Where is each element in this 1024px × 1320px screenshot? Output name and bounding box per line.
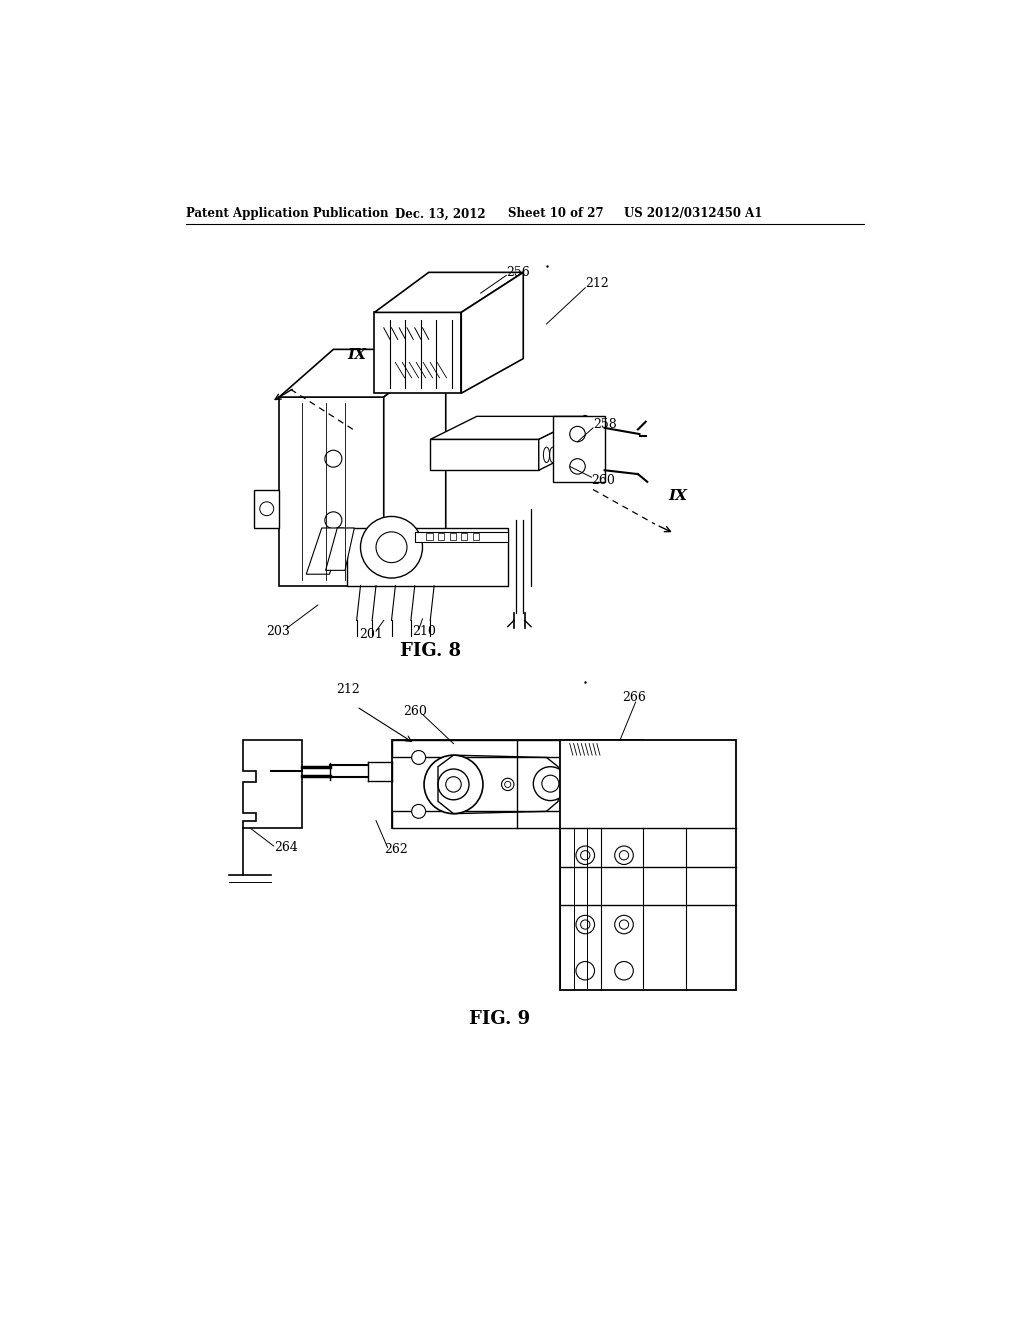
Polygon shape <box>391 739 643 758</box>
Circle shape <box>424 755 483 813</box>
Polygon shape <box>254 490 280 528</box>
Text: IX: IX <box>669 488 688 503</box>
Circle shape <box>569 459 586 474</box>
Circle shape <box>445 776 461 792</box>
Text: 212: 212 <box>336 684 359 696</box>
Circle shape <box>360 516 423 578</box>
Ellipse shape <box>579 416 592 447</box>
Text: Dec. 13, 2012: Dec. 13, 2012 <box>395 207 486 220</box>
Circle shape <box>412 804 426 818</box>
Polygon shape <box>539 416 586 470</box>
Polygon shape <box>430 440 539 470</box>
Polygon shape <box>560 739 736 990</box>
Polygon shape <box>426 533 432 540</box>
Polygon shape <box>553 416 604 482</box>
Polygon shape <box>384 350 445 586</box>
Text: Patent Application Publication: Patent Application Publication <box>186 207 389 220</box>
Circle shape <box>412 751 426 764</box>
Circle shape <box>575 846 595 865</box>
Polygon shape <box>560 739 643 829</box>
Circle shape <box>575 915 595 933</box>
Circle shape <box>620 850 629 859</box>
Polygon shape <box>326 528 354 570</box>
Text: 260: 260 <box>592 474 615 487</box>
Text: 201: 201 <box>359 628 383 640</box>
Polygon shape <box>461 533 467 540</box>
Text: 258: 258 <box>593 417 616 430</box>
Polygon shape <box>280 350 445 397</box>
Text: 210: 210 <box>413 626 436 639</box>
Circle shape <box>579 760 592 774</box>
Polygon shape <box>391 812 643 829</box>
Polygon shape <box>438 533 444 540</box>
Circle shape <box>581 850 590 859</box>
Circle shape <box>614 961 633 979</box>
Text: IX: IX <box>347 347 367 362</box>
Text: 212: 212 <box>586 277 609 290</box>
Polygon shape <box>391 739 643 829</box>
Text: 256: 256 <box>506 265 530 279</box>
Circle shape <box>614 915 633 933</box>
Circle shape <box>534 767 567 800</box>
Circle shape <box>260 502 273 516</box>
Text: 266: 266 <box>623 690 646 704</box>
Polygon shape <box>280 397 384 586</box>
Circle shape <box>438 770 469 800</box>
Circle shape <box>581 920 590 929</box>
Polygon shape <box>243 739 302 829</box>
Circle shape <box>502 779 514 791</box>
Circle shape <box>569 426 586 442</box>
Text: Sheet 10 of 27: Sheet 10 of 27 <box>508 207 603 220</box>
Circle shape <box>581 804 590 813</box>
Polygon shape <box>375 272 523 313</box>
Polygon shape <box>306 528 343 574</box>
Text: FIG. 8: FIG. 8 <box>399 643 461 660</box>
Circle shape <box>607 804 617 813</box>
Polygon shape <box>461 272 523 393</box>
Polygon shape <box>346 528 508 586</box>
Text: 264: 264 <box>273 841 298 854</box>
Circle shape <box>325 512 342 529</box>
Circle shape <box>542 775 559 792</box>
Text: 203: 203 <box>266 626 290 639</box>
Polygon shape <box>450 533 456 540</box>
Polygon shape <box>430 416 586 440</box>
Polygon shape <box>473 533 479 540</box>
Circle shape <box>325 450 342 467</box>
Text: 260: 260 <box>403 705 427 718</box>
Circle shape <box>605 760 620 774</box>
Text: US 2012/0312450 A1: US 2012/0312450 A1 <box>624 207 763 220</box>
Text: FIG. 9: FIG. 9 <box>469 1010 530 1028</box>
Text: 262: 262 <box>384 843 408 857</box>
Circle shape <box>575 961 595 979</box>
Circle shape <box>505 781 511 788</box>
Circle shape <box>620 920 629 929</box>
Polygon shape <box>375 313 461 393</box>
Circle shape <box>376 532 407 562</box>
Polygon shape <box>415 532 508 543</box>
Circle shape <box>614 846 633 865</box>
